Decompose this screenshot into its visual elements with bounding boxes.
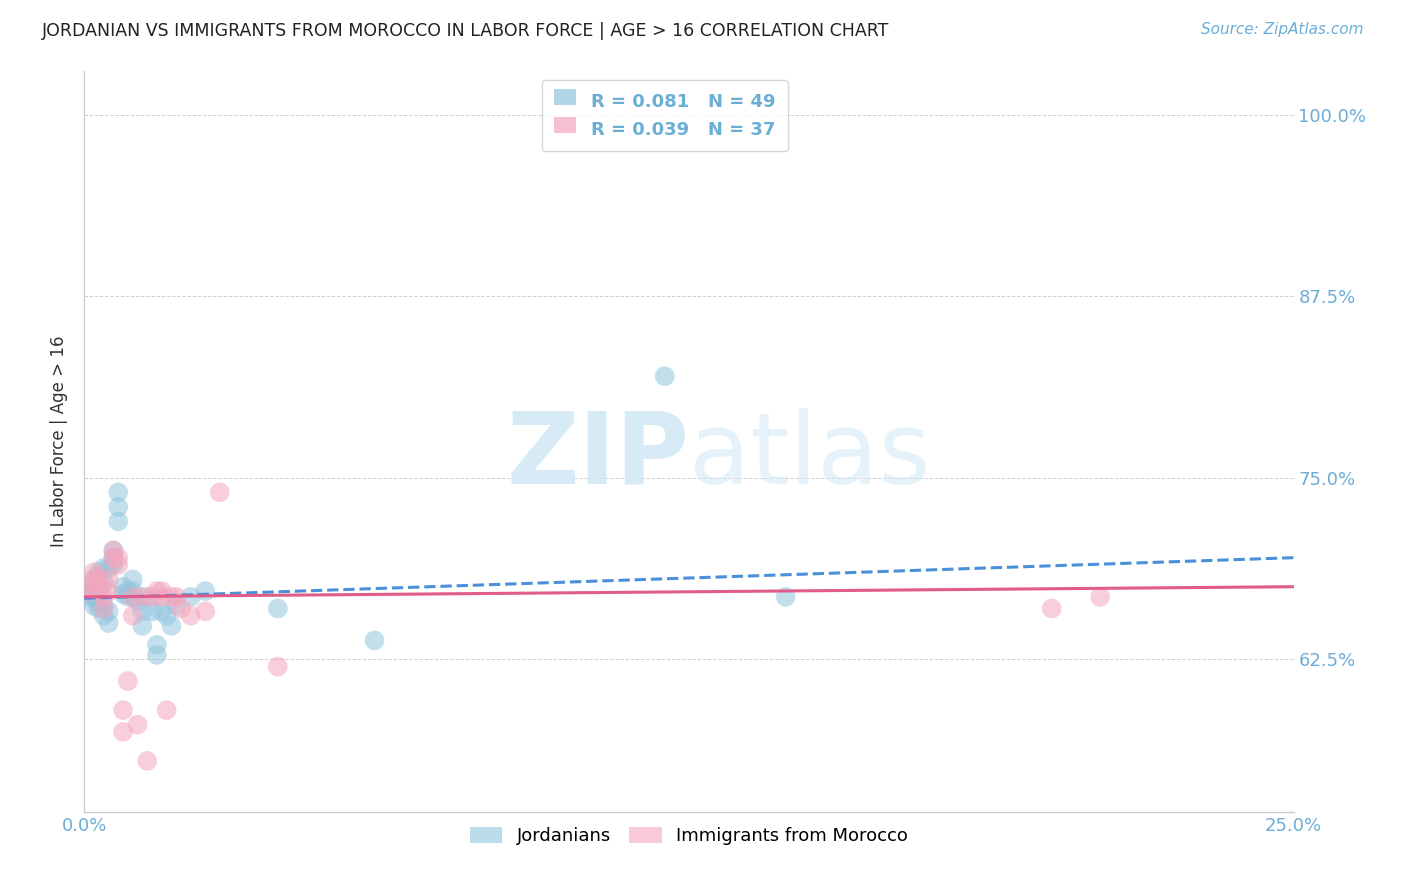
Point	[107, 500, 129, 514]
Point	[83, 590, 105, 604]
Point	[160, 590, 183, 604]
Point	[107, 550, 129, 565]
Point	[117, 590, 139, 604]
Point	[83, 573, 105, 587]
Point	[107, 515, 129, 529]
Point	[87, 565, 110, 579]
Text: JORDANIAN VS IMMIGRANTS FROM MOROCCO IN LABOR FORCE | AGE > 16 CORRELATION CHART: JORDANIAN VS IMMIGRANTS FROM MOROCCO IN …	[42, 22, 890, 40]
Point	[83, 573, 105, 587]
Point	[103, 558, 125, 572]
Point	[112, 724, 135, 739]
Point	[146, 648, 169, 662]
Point	[136, 754, 159, 768]
Point	[87, 569, 110, 583]
Point	[654, 369, 676, 384]
Legend: Jordanians, Immigrants from Morocco: Jordanians, Immigrants from Morocco	[461, 818, 917, 855]
Point	[127, 594, 149, 608]
Point	[165, 590, 187, 604]
Point	[103, 550, 125, 565]
Point	[267, 601, 290, 615]
Point	[83, 565, 105, 579]
Point	[112, 703, 135, 717]
Point	[87, 597, 110, 611]
Point	[194, 604, 217, 618]
Point	[112, 587, 135, 601]
Point	[155, 703, 177, 717]
Point	[77, 585, 100, 599]
Point	[97, 573, 120, 587]
Point	[146, 584, 169, 599]
Point	[83, 584, 105, 599]
Point	[180, 590, 202, 604]
Point	[97, 584, 120, 599]
Point	[93, 575, 115, 590]
Text: Source: ZipAtlas.com: Source: ZipAtlas.com	[1201, 22, 1364, 37]
Point	[150, 590, 173, 604]
Point	[87, 584, 110, 599]
Point	[141, 590, 163, 604]
Point	[121, 608, 143, 623]
Point	[141, 604, 163, 618]
Point	[97, 615, 120, 630]
Point	[160, 619, 183, 633]
Point	[155, 608, 177, 623]
Point	[1088, 590, 1111, 604]
Point	[121, 590, 143, 604]
Point	[267, 659, 290, 673]
Point	[93, 601, 115, 615]
Point	[1040, 601, 1063, 615]
Point	[146, 638, 169, 652]
Point	[83, 599, 105, 613]
Point	[131, 619, 153, 633]
Point	[97, 604, 120, 618]
Point	[131, 590, 153, 604]
Point	[87, 575, 110, 590]
Point	[107, 485, 129, 500]
Point	[121, 590, 143, 604]
Point	[127, 717, 149, 731]
Point	[77, 584, 100, 599]
Point	[107, 558, 129, 572]
Point	[93, 608, 115, 623]
Point	[103, 543, 125, 558]
Point	[150, 584, 173, 599]
Point	[775, 590, 797, 604]
Point	[77, 590, 100, 604]
Point	[103, 543, 125, 558]
Point	[103, 550, 125, 565]
Point	[121, 573, 143, 587]
Point	[121, 584, 143, 599]
Point	[165, 599, 187, 613]
Text: ZIP: ZIP	[506, 408, 689, 505]
Point	[194, 584, 217, 599]
Point	[87, 601, 110, 615]
Point	[93, 590, 115, 604]
Point	[87, 585, 110, 599]
Point	[87, 571, 110, 585]
Point	[77, 580, 100, 594]
Point	[170, 601, 193, 615]
Point	[363, 633, 385, 648]
Point	[93, 561, 115, 575]
Y-axis label: In Labor Force | Age > 16: In Labor Force | Age > 16	[51, 335, 69, 548]
Point	[131, 604, 153, 618]
Point	[93, 599, 115, 613]
Point	[117, 584, 139, 599]
Text: atlas: atlas	[689, 408, 931, 505]
Point	[77, 580, 100, 594]
Point	[136, 590, 159, 604]
Point	[150, 604, 173, 618]
Point	[97, 561, 120, 575]
Point	[180, 608, 202, 623]
Point	[117, 674, 139, 689]
Point	[208, 485, 231, 500]
Point	[112, 580, 135, 594]
